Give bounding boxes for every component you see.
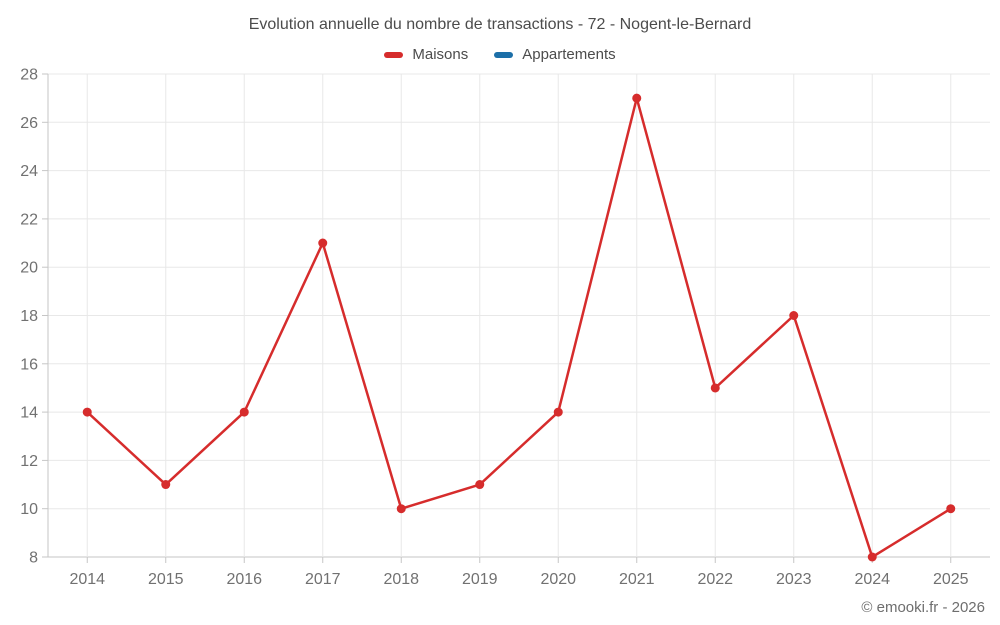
data-point-maisons [239,407,249,417]
legend-label-maisons: Maisons [412,46,469,63]
chart-legend: Maisons Appartements [0,46,1000,63]
y-axis-tick-label: 18 [20,308,38,325]
appartements-series-swatch-icon [494,51,514,58]
x-axis-tick-label: 2022 [697,571,733,588]
copyright-credit: © emooki.fr - 2026 [861,599,985,616]
x-axis-tick-label: 2018 [383,571,419,588]
y-axis-tick-label: 12 [20,453,38,470]
y-axis-tick-label: 26 [20,115,38,132]
data-point-maisons [553,407,563,417]
legend-label-appartements: Appartements [522,46,616,63]
legend-item-maisons[interactable]: Maisons [384,46,468,63]
chart-title: Evolution annuelle du nombre de transact… [248,16,752,33]
data-point-maisons [396,504,406,514]
x-axis-tick-label: 2016 [226,571,262,588]
y-axis-tick-label: 14 [20,405,38,422]
x-axis-tick-label: 2021 [619,571,655,588]
y-axis-tick-label: 8 [29,550,38,567]
maisons-series-swatch-icon [384,51,404,58]
x-axis-tick-label: 2024 [854,571,890,588]
data-point-maisons [867,552,877,562]
y-axis-tick-label: 20 [20,260,38,277]
data-point-maisons [710,383,720,393]
x-axis-tick-label: 2019 [462,571,498,588]
data-point-maisons [318,238,328,248]
y-axis-tick-label: 10 [20,501,38,518]
data-point-maisons [632,93,642,103]
x-axis-tick-label: 2025 [933,571,969,588]
data-point-maisons [789,311,799,320]
data-point-maisons [946,504,956,514]
x-axis-tick-label: 2015 [148,571,184,588]
data-point-maisons [475,480,485,490]
y-axis-tick-label: 24 [20,163,38,180]
y-axis-tick-label: 28 [20,67,38,84]
data-point-maisons [161,480,171,490]
data-point-maisons [82,407,92,417]
x-axis-tick-label: 2017 [305,571,341,588]
x-axis-tick-label: 2023 [776,571,812,588]
x-axis-tick-label: 2014 [69,571,105,588]
y-axis-tick-label: 22 [20,211,38,228]
y-axis-tick-label: 16 [20,356,38,373]
legend-item-appartements[interactable]: Appartements [494,46,616,63]
series-line-maisons [86,96,952,559]
x-axis-tick-label: 2020 [540,571,576,588]
